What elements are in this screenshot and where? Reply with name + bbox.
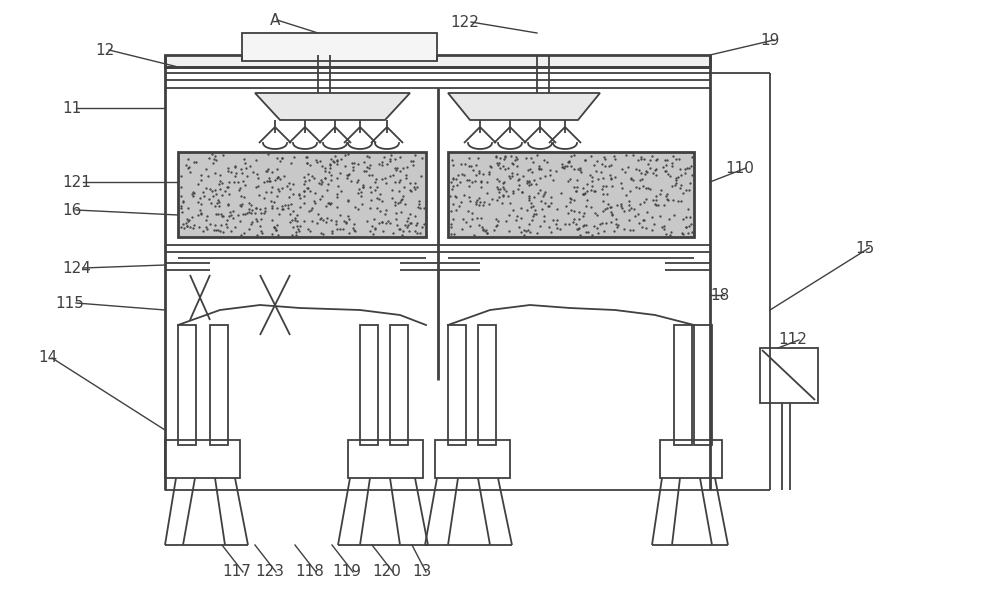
Bar	[674, 325, 692, 445]
Bar	[360, 325, 378, 445]
Text: 118: 118	[295, 565, 324, 580]
Bar	[242, 33, 437, 61]
Bar	[348, 440, 423, 478]
Text: 121: 121	[62, 175, 91, 189]
Bar	[165, 440, 240, 478]
Text: 124: 124	[62, 260, 91, 275]
Text: 16: 16	[62, 202, 81, 217]
Text: 11: 11	[62, 101, 81, 115]
Text: 117: 117	[222, 565, 251, 580]
Polygon shape	[448, 93, 600, 120]
Bar	[178, 152, 426, 237]
Text: 110: 110	[725, 160, 754, 175]
Bar	[478, 325, 496, 445]
Text: 19: 19	[760, 33, 779, 47]
Bar	[165, 55, 710, 67]
Text: 120: 120	[372, 565, 401, 580]
Bar	[448, 152, 694, 237]
Text: 15: 15	[855, 240, 874, 256]
Text: 112: 112	[778, 333, 807, 348]
Bar	[760, 348, 818, 403]
Text: 123: 123	[255, 565, 284, 580]
Bar	[448, 325, 466, 445]
Bar	[435, 440, 510, 478]
Bar	[448, 152, 694, 237]
Text: 14: 14	[38, 350, 57, 365]
Text: A: A	[270, 12, 280, 27]
Bar	[390, 325, 408, 445]
Text: 115: 115	[55, 295, 84, 310]
Bar	[210, 325, 228, 445]
Text: 13: 13	[412, 565, 431, 580]
Text: 122: 122	[450, 14, 479, 30]
Bar	[178, 152, 426, 237]
Text: 18: 18	[710, 288, 729, 303]
Bar	[694, 325, 712, 445]
Text: 119: 119	[332, 565, 361, 580]
Text: 12: 12	[95, 43, 114, 57]
Bar	[660, 440, 722, 478]
Polygon shape	[255, 93, 410, 120]
Bar	[178, 325, 196, 445]
